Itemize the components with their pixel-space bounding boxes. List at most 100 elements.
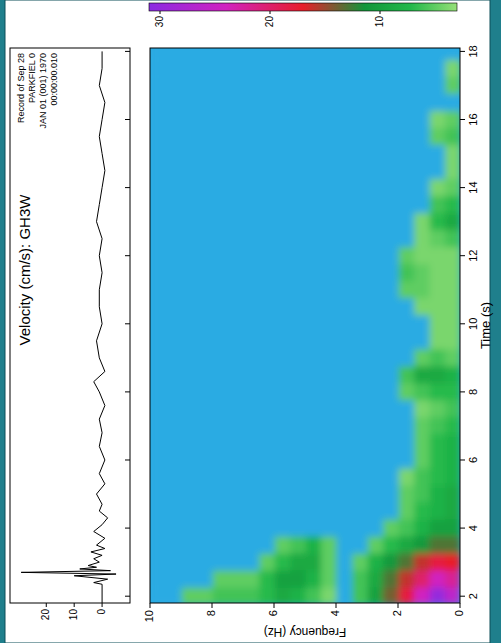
cell	[274, 59, 290, 77]
cell	[150, 366, 166, 384]
cell	[445, 366, 461, 384]
cell	[367, 315, 383, 333]
cell	[259, 48, 275, 60]
y-tick-label: 8	[205, 610, 217, 616]
cell	[290, 178, 306, 196]
cell	[212, 536, 228, 554]
figure: 24681012141618Time (s)0246810Frequency (…	[0, 0, 501, 643]
x-tick	[460, 51, 465, 52]
cell	[228, 332, 244, 350]
cell	[166, 144, 182, 162]
cell	[321, 247, 337, 265]
cell	[212, 366, 228, 384]
cell	[398, 93, 414, 111]
cell	[274, 178, 290, 196]
cell	[228, 48, 244, 60]
cell	[228, 587, 244, 603]
cell	[398, 349, 414, 367]
cell	[336, 332, 352, 350]
cell	[212, 315, 228, 333]
cell	[166, 366, 182, 384]
cell	[352, 76, 368, 94]
cell	[367, 264, 383, 282]
cell	[243, 281, 259, 299]
cell	[274, 468, 290, 486]
cell	[212, 451, 228, 469]
cell	[414, 315, 430, 333]
cell	[274, 587, 290, 603]
cell	[321, 59, 337, 77]
cell	[336, 161, 352, 179]
cell	[305, 247, 321, 265]
cell	[445, 587, 461, 603]
cell	[336, 587, 352, 603]
cell	[290, 383, 306, 401]
cell	[166, 451, 182, 469]
cell	[197, 247, 213, 265]
cell	[383, 247, 399, 265]
cell	[166, 502, 182, 520]
cell	[398, 570, 414, 588]
cell	[414, 502, 430, 520]
cell	[197, 93, 213, 111]
cell	[352, 468, 368, 486]
cell	[150, 434, 166, 452]
cell	[259, 383, 275, 401]
cell	[181, 196, 197, 214]
y-tick-label: 2	[391, 610, 403, 616]
cell	[197, 144, 213, 162]
cell	[228, 468, 244, 486]
cell	[398, 434, 414, 452]
cell	[290, 247, 306, 265]
cell	[228, 383, 244, 401]
x-tick-label: 12	[467, 250, 479, 262]
cell	[274, 213, 290, 231]
cell	[212, 281, 228, 299]
cell	[398, 76, 414, 94]
cell	[383, 110, 399, 128]
cell	[352, 553, 368, 571]
cell	[445, 332, 461, 350]
cell	[243, 502, 259, 520]
cell	[352, 366, 368, 384]
cell	[429, 519, 445, 537]
cell	[305, 332, 321, 350]
cell	[429, 332, 445, 350]
cell	[336, 144, 352, 162]
cell	[336, 264, 352, 282]
cell	[305, 196, 321, 214]
cell	[398, 178, 414, 196]
cell	[429, 502, 445, 520]
cell	[166, 230, 182, 248]
cell	[445, 161, 461, 179]
cell	[228, 366, 244, 384]
cell	[181, 161, 197, 179]
cell	[398, 468, 414, 486]
cell	[181, 570, 197, 588]
cell	[321, 383, 337, 401]
cell	[197, 315, 213, 333]
cell	[336, 553, 352, 571]
cell	[212, 93, 228, 111]
cell	[259, 332, 275, 350]
cell	[274, 281, 290, 299]
cell	[321, 93, 337, 111]
cell	[414, 468, 430, 486]
x-tick	[460, 391, 465, 392]
cell	[445, 247, 461, 265]
cell	[321, 264, 337, 282]
x-tick	[460, 528, 465, 529]
cell	[197, 110, 213, 128]
paper	[5, 0, 490, 643]
cell	[305, 144, 321, 162]
cell	[445, 502, 461, 520]
cell	[398, 519, 414, 537]
cell	[383, 587, 399, 603]
cell	[228, 519, 244, 537]
spectrogram-ground	[150, 48, 460, 603]
cell	[274, 434, 290, 452]
cell	[383, 434, 399, 452]
cell	[367, 383, 383, 401]
cell	[398, 553, 414, 571]
cell	[383, 332, 399, 350]
